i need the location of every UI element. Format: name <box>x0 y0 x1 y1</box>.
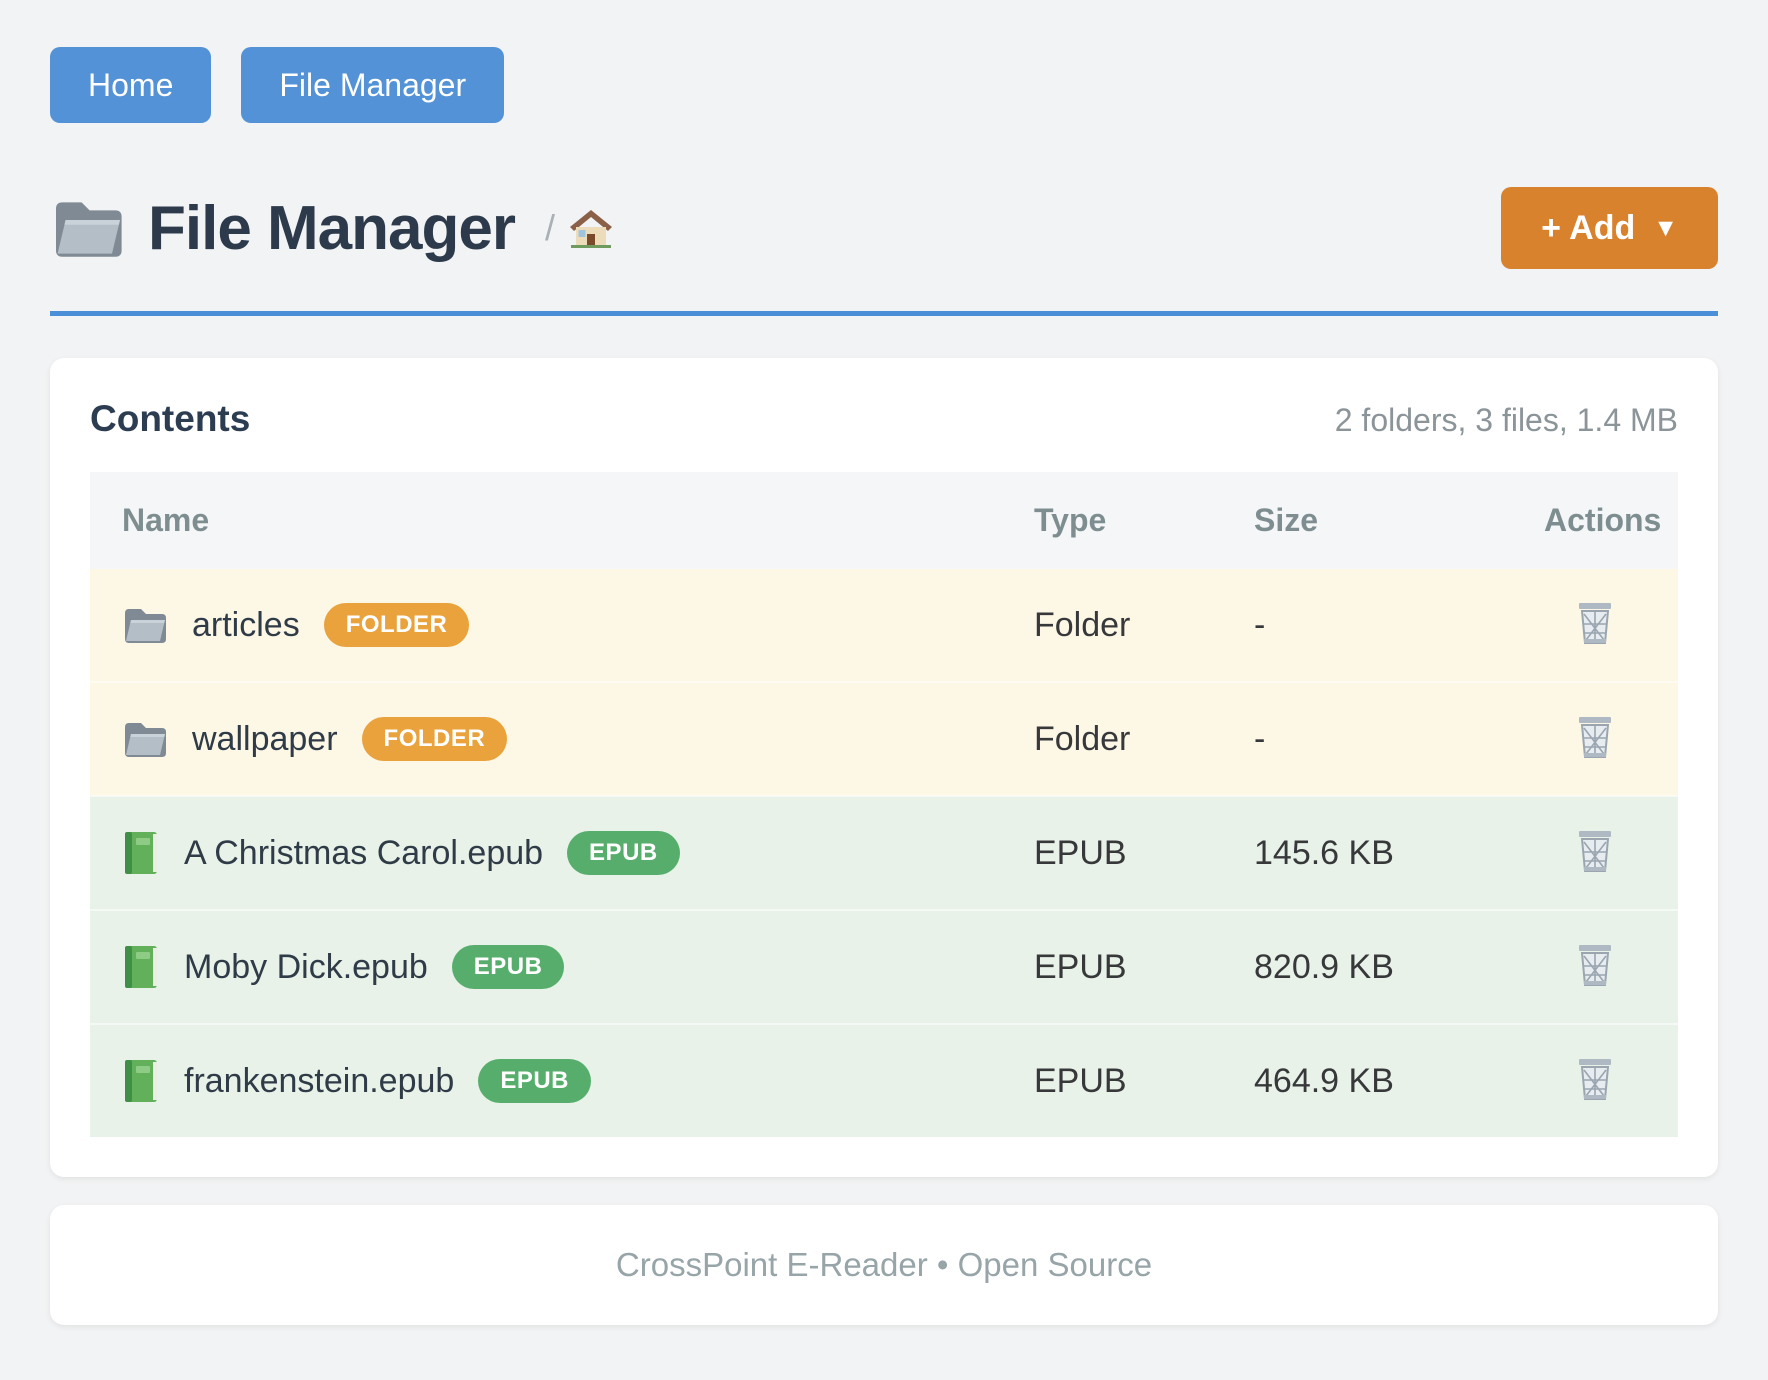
file-name[interactable]: articles <box>192 605 300 644</box>
trash-icon <box>1579 602 1611 644</box>
page-header: File Manager / + Add ▼ <box>50 187 1718 269</box>
add-button[interactable]: + Add ▼ <box>1501 187 1718 269</box>
house-icon[interactable] <box>569 207 613 249</box>
size-cell: - <box>1222 569 1512 683</box>
type-cell: EPUB <box>1002 1024 1222 1137</box>
file-name[interactable]: frankenstein.epub <box>184 1061 455 1100</box>
footer: CrossPoint E-Reader • Open Source <box>50 1205 1718 1325</box>
type-cell: EPUB <box>1002 796 1222 911</box>
page-title: File Manager <box>148 193 516 263</box>
file-manager-button[interactable]: File Manager <box>241 47 505 123</box>
page: Home File Manager File Manager / <box>50 47 1718 1325</box>
trash-icon <box>1579 716 1611 758</box>
column-header-actions: Actions <box>1512 472 1678 569</box>
delete-button[interactable] <box>1570 710 1620 764</box>
delete-button[interactable] <box>1570 824 1620 878</box>
file-table: Name Type Size Actions articles FOLDER F… <box>90 472 1678 1137</box>
title-wrap: File Manager / <box>50 193 613 264</box>
trash-icon <box>1579 1058 1611 1100</box>
type-cell: EPUB <box>1002 910 1222 1025</box>
size-cell: 820.9 KB <box>1222 910 1512 1025</box>
add-button-label: + Add <box>1541 209 1636 247</box>
type-badge: EPUB <box>567 831 680 875</box>
home-button[interactable]: Home <box>50 47 212 123</box>
table-row: wallpaper FOLDER Folder - <box>90 682 1678 797</box>
type-cell: Folder <box>1002 569 1222 683</box>
breadcrumb: / <box>545 207 613 249</box>
size-cell: 464.9 KB <box>1222 1024 1512 1137</box>
top-nav: Home File Manager <box>50 47 1718 123</box>
file-name[interactable]: A Christmas Carol.epub <box>184 833 544 872</box>
delete-button[interactable] <box>1570 1052 1620 1106</box>
contents-card: Contents 2 folders, 3 files, 1.4 MB Name… <box>50 358 1718 1177</box>
type-badge: EPUB <box>478 1059 591 1103</box>
contents-card-header: Contents 2 folders, 3 files, 1.4 MB <box>90 398 1678 440</box>
green-book-icon <box>122 1058 160 1104</box>
column-header-size: Size <box>1222 472 1512 569</box>
table-row: A Christmas Carol.epub EPUB EPUB 145.6 K… <box>90 796 1678 911</box>
folder-icon <box>122 605 168 645</box>
column-header-name: Name <box>90 472 1002 569</box>
title-divider <box>50 311 1718 316</box>
table-body: articles FOLDER Folder - wallpaper FOLDE… <box>90 569 1678 1137</box>
folder-icon <box>122 719 168 759</box>
type-badge: FOLDER <box>323 603 470 647</box>
footer-text: CrossPoint E-Reader • Open Source <box>615 1246 1153 1283</box>
delete-button[interactable] <box>1570 938 1620 992</box>
type-cell: Folder <box>1002 682 1222 797</box>
table-row: articles FOLDER Folder - <box>90 569 1678 683</box>
chevron-down-icon: ▼ <box>1653 213 1678 242</box>
size-cell: - <box>1222 682 1512 797</box>
trash-icon <box>1579 830 1611 872</box>
column-header-type: Type <box>1002 472 1222 569</box>
contents-heading: Contents <box>90 398 251 439</box>
table-row: frankenstein.epub EPUB EPUB 464.9 KB <box>90 1024 1678 1137</box>
type-badge: FOLDER <box>361 717 508 761</box>
file-name[interactable]: wallpaper <box>192 719 338 758</box>
delete-button[interactable] <box>1570 596 1620 650</box>
trash-icon <box>1579 944 1611 986</box>
file-name[interactable]: Moby Dick.epub <box>184 947 428 986</box>
green-book-icon <box>122 830 160 876</box>
contents-summary: 2 folders, 3 files, 1.4 MB <box>1334 402 1678 438</box>
green-book-icon <box>122 944 160 990</box>
type-badge: EPUB <box>451 945 565 989</box>
open-folder-icon <box>56 202 122 257</box>
table-row: Moby Dick.epub EPUB EPUB 820.9 KB <box>90 910 1678 1025</box>
breadcrumb-separator: / <box>545 207 556 248</box>
size-cell: 145.6 KB <box>1222 796 1512 911</box>
table-header: Name Type Size Actions <box>90 472 1678 569</box>
